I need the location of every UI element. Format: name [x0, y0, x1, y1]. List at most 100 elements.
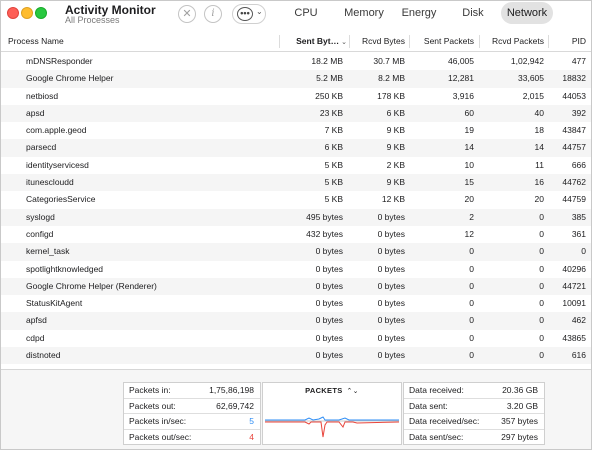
cell-sent-bytes: 0 bytes [315, 350, 343, 361]
more-actions-button[interactable]: ••• ⌄ [232, 4, 266, 24]
packets-out-line [265, 421, 399, 438]
cell-pid: 44762 [562, 177, 586, 188]
stat-row: Packets in: 1,75,86,198 [124, 383, 260, 399]
cell-rcvd-bytes: 0 bytes [377, 350, 405, 361]
table-row[interactable]: Google Chrome Helper 5.2 MB 8.2 MB 12,281 33… [1, 70, 591, 88]
table-row[interactable]: distnoted 0 bytes 0 bytes 0 0 616 [1, 347, 591, 365]
cell-sent-bytes: 0 bytes [315, 315, 343, 326]
table-row[interactable]: itunescloudd 5 KB 9 KB 15 16 44762 [1, 174, 591, 192]
column-header-rcvd-packets[interactable]: Rcvd Packets [492, 36, 544, 46]
table-row[interactable]: CategoriesService 5 KB 12 KB 20 20 44759 [1, 191, 591, 208]
cell-sent-packets: 15 [464, 177, 474, 188]
cell-process-name: identityservicesd [26, 159, 89, 170]
data-stats-panel: Data received: 20.36 GB Data sent: 3.20 GB D… [403, 382, 545, 445]
column-divider[interactable] [279, 35, 280, 48]
table-row[interactable]: mDNSResponder 18.2 MB 30.7 MB 46,005 1,02,94… [1, 53, 591, 70]
column-divider[interactable] [548, 35, 549, 48]
stat-value: 1,75,86,198 [209, 385, 254, 395]
column-header-sent-bytes[interactable]: Sent Byt… ⌄ [279, 31, 347, 52]
column-header-pid[interactable]: PID [571, 36, 586, 46]
column-divider[interactable] [349, 35, 350, 48]
stat-label: Packets in: [129, 385, 171, 395]
cell-sent-bytes: 495 bytes [306, 211, 343, 222]
tab-cpu[interactable]: CPU [294, 7, 318, 19]
table-row[interactable]: spotlightknowledged 0 bytes 0 bytes 0 0 40296 [1, 261, 591, 278]
cell-pid: 43847 [562, 125, 586, 136]
cell-sent-packets: 12 [464, 228, 474, 239]
cell-rcvd-bytes: 12 KB [381, 194, 405, 205]
cell-rcvd-bytes: 178 KB [377, 90, 405, 101]
cell-rcvd-bytes: 9 KB [386, 142, 405, 153]
tab-disk[interactable]: Disk [462, 7, 484, 19]
table-row[interactable]: apfsd 0 bytes 0 bytes 0 0 462 [1, 312, 591, 330]
stat-value: 4 [249, 431, 254, 442]
column-divider[interactable] [479, 35, 480, 48]
cell-process-name: Google Chrome Helper [26, 73, 114, 84]
stat-value: 3.20 GB [506, 400, 538, 411]
minimize-window-button[interactable] [21, 7, 33, 19]
table-row[interactable]: Google Chrome Helper (Renderer) 0 bytes 0 … [1, 277, 591, 296]
stat-label: Data sent/sec: [409, 431, 464, 442]
column-divider[interactable] [409, 35, 410, 48]
table-row[interactable]: identityservicesd 5 KB 2 KB 10 11 666 [1, 157, 591, 174]
table-row[interactable]: StatusKitAgent 0 bytes 0 bytes 0 0 10091 [1, 295, 591, 312]
cell-process-name: apfsd [26, 315, 47, 326]
process-table: mDNSResponder 18.2 MB 30.7 MB 46,005 1,02,94… [1, 53, 591, 365]
cell-sent-bytes: 5.2 MB [316, 73, 343, 84]
cell-sent-packets: 20 [464, 194, 474, 205]
cell-sent-packets: 0 [469, 263, 474, 274]
cell-rcvd-bytes: 0 bytes [377, 332, 405, 343]
cell-process-name: CategoriesService [26, 194, 96, 205]
cell-process-name: configd [26, 228, 54, 239]
packets-stats-panel: Packets in: 1,75,86,198 Packets out: 62,69,… [123, 382, 261, 445]
cell-sent-bytes: 0 bytes [315, 280, 343, 291]
cell-sent-packets: 0 [469, 350, 474, 361]
table-row[interactable]: cdpd 0 bytes 0 bytes 0 0 43865 [1, 330, 591, 347]
cell-rcvd-bytes: 9 KB [386, 177, 405, 188]
cell-rcvd-packets: 16 [534, 177, 544, 188]
cell-process-name: cdpd [26, 332, 45, 343]
info-circle-icon[interactable]: i [204, 5, 222, 23]
graph-mode-selector[interactable]: PACKETS ⌃⌄ [263, 386, 401, 395]
table-row[interactable]: configd 432 bytes 0 bytes 12 0 361 [1, 226, 591, 243]
cell-pid: 462 [571, 315, 586, 326]
cell-sent-bytes: 250 KB [315, 90, 343, 101]
table-row[interactable]: apsd 23 KB 6 KB 60 40 392 [1, 104, 591, 123]
cell-rcvd-bytes: 9 KB [386, 125, 405, 136]
toolbar: Activity Monitor All Processes ✕ i ••• ⌄… [1, 1, 591, 31]
close-window-button[interactable] [7, 7, 19, 19]
stat-label: Data received: [409, 385, 464, 395]
zoom-window-button[interactable] [35, 7, 47, 19]
tab-memory[interactable]: Memory [344, 7, 384, 19]
cell-sent-packets: 14 [464, 142, 474, 153]
stat-row: Data received/sec: 357 bytes [404, 414, 544, 430]
tab-network[interactable]: Network [501, 2, 553, 24]
cell-process-name: distnoted [26, 350, 61, 361]
stat-value: 297 bytes [501, 431, 538, 442]
column-header-sent-packets[interactable]: Sent Packets [423, 36, 474, 46]
cell-pid: 18832 [562, 73, 586, 84]
cell-process-name: Google Chrome Helper (Renderer) [26, 280, 157, 291]
xmark-circle-icon[interactable]: ✕ [178, 5, 196, 23]
table-row[interactable]: netbiosd 250 KB 178 KB 3,916 2,015 44053 [1, 88, 591, 105]
cell-rcvd-bytes: 0 bytes [377, 298, 405, 309]
table-row[interactable]: kernel_task 0 bytes 0 bytes 0 0 0 [1, 243, 591, 261]
table-row[interactable]: parsecd 6 KB 9 KB 14 14 44757 [1, 139, 591, 157]
stat-value: 5 [249, 416, 254, 426]
cell-rcvd-packets: 18 [534, 125, 544, 136]
cell-rcvd-packets: 0 [539, 350, 544, 361]
stat-label: Packets out/sec: [129, 431, 192, 442]
column-header-sent-bytes-label: Sent Byt… [296, 36, 340, 46]
column-header-rcvd-bytes[interactable]: Rcvd Bytes [362, 36, 405, 46]
cell-rcvd-bytes: 0 bytes [377, 246, 405, 257]
cell-sent-packets: 60 [464, 107, 474, 118]
cell-sent-bytes: 5 KB [324, 194, 343, 205]
column-header-process-name[interactable]: Process Name [8, 36, 64, 46]
cell-pid: 616 [571, 350, 586, 361]
tab-energy[interactable]: Energy [401, 7, 437, 19]
table-row[interactable]: com.apple.geod 7 KB 9 KB 19 18 43847 [1, 122, 591, 139]
cell-pid: 44757 [562, 142, 586, 153]
cell-rcvd-packets: 0 [539, 298, 544, 309]
table-row[interactable]: syslogd 495 bytes 0 bytes 2 0 385 [1, 208, 591, 226]
cell-process-name: netbiosd [26, 90, 59, 101]
